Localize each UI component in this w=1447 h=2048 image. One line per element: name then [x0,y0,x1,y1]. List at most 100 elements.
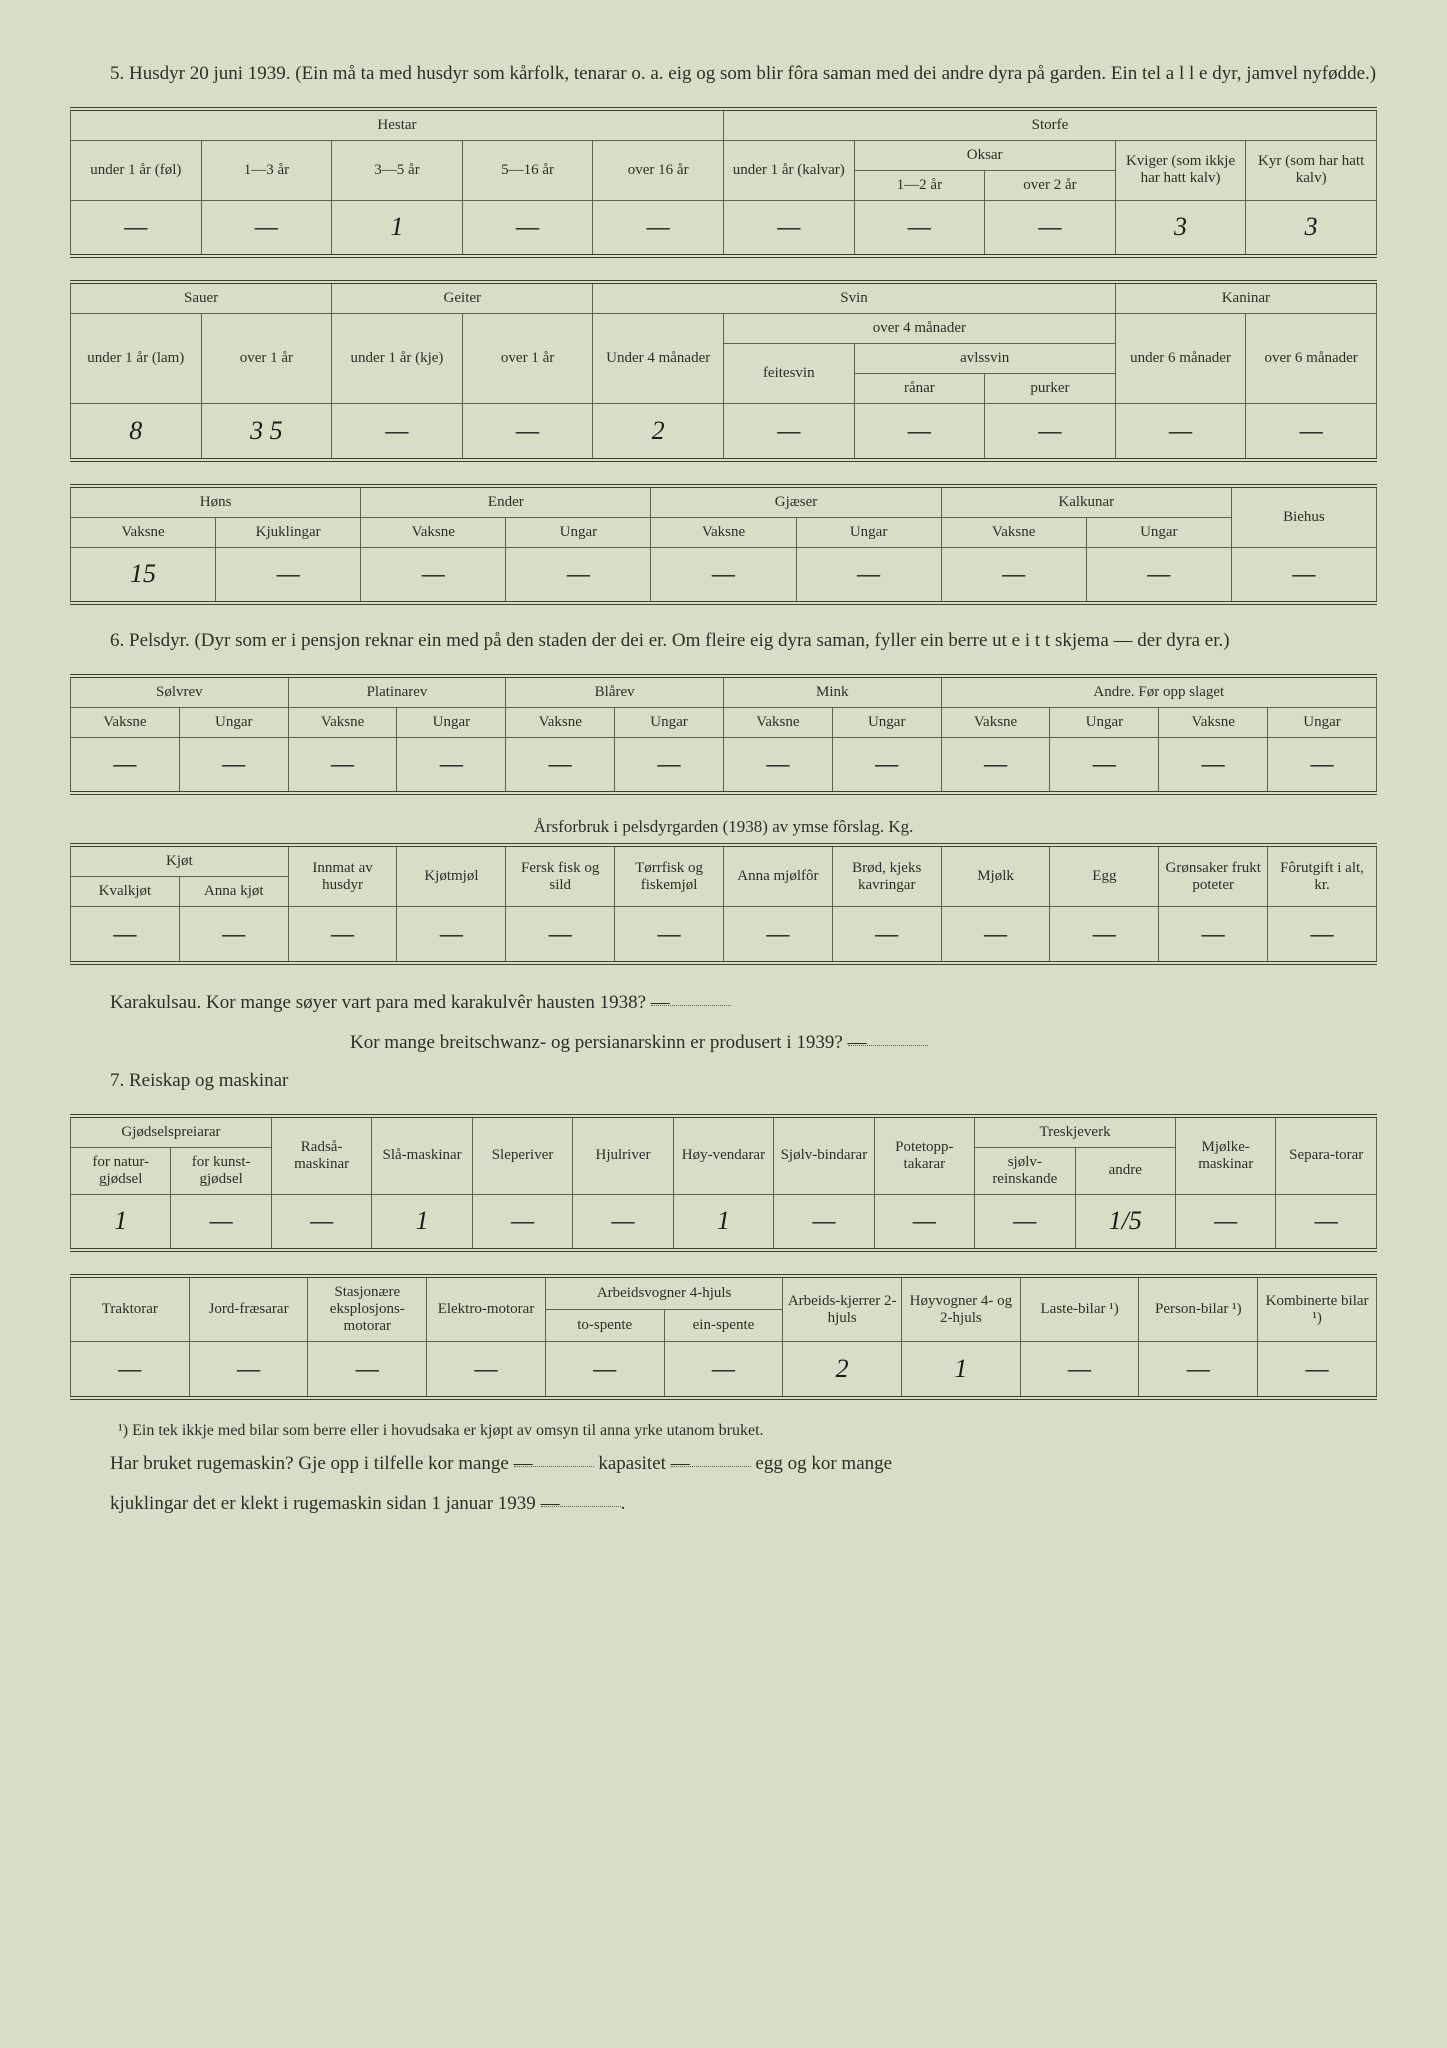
col-oksar-a: 1—2 år [854,170,985,200]
cell: — [1050,907,1159,963]
col-svin-over4: over 4 månader [723,314,1115,344]
karakul-q1: Karakulsau. Kor mange søyer vart para me… [110,992,646,1013]
col: Ungar [397,707,506,737]
cell: — [1139,1342,1258,1398]
col-hestar-4: 5—16 år [462,140,593,200]
col-svin-feite: feitesvin [723,344,854,404]
col: Mjølk [941,845,1050,907]
ruge-q1c: egg og kor mange [755,1453,892,1474]
col: Radså-maskinar [271,1116,371,1195]
cell: — [179,907,288,963]
col: andre [1075,1147,1175,1194]
cell: — [71,1342,190,1398]
col: Mjølke-maskinar [1175,1116,1275,1195]
col-svin-purker: purker [985,374,1116,404]
col-hestar-5: over 16 år [593,140,724,200]
cell: — [615,737,724,793]
cell: — [397,907,506,963]
group-kjot: Kjøt [71,845,289,877]
col: Vaksne [71,707,180,737]
col: Vaksne [651,517,796,547]
col: Fersk fisk og sild [506,845,615,907]
col: Traktorar [71,1276,190,1342]
cell: — [975,1194,1075,1250]
col: ein-spente [664,1310,783,1342]
group-storfe: Storfe [723,109,1376,141]
cell: 2 [783,1342,902,1398]
col: Høy-vendarar [673,1116,773,1195]
cell: 15 [71,547,216,603]
group-blarev: Blårev [506,676,724,708]
table-pelsdyr: Sølvrev Platinarev Blårev Mink Andre. Fø… [70,674,1377,796]
col-svin-1: Under 4 månader [593,314,724,404]
cell: — [216,547,361,603]
col-storfe-oksar: Oksar [854,140,1115,170]
cell: — [506,907,615,963]
cell: 1 [902,1342,1021,1398]
cell: — [832,907,941,963]
col: Anna mjølfôr [723,845,832,907]
pelsdyr-caption: Årsforbruk i pelsdyrgarden (1938) av yms… [70,817,1377,837]
cell: 3 [1115,200,1246,256]
table-reiskap-1: Gjødselspreiarar Radså-maskinar Slå-mask… [70,1114,1377,1253]
col: Vaksne [1159,707,1268,737]
group-treskjeverk: Treskjeverk [975,1116,1176,1148]
cell: — [941,737,1050,793]
col: Anna kjøt [179,877,288,907]
col: Vaksne [288,707,397,737]
ruge-q1b: kapasitet [598,1453,666,1474]
col: Brød, kjeks kavringar [832,845,941,907]
cell: — [171,1194,271,1250]
karakul-v1: — [651,987,731,1006]
cell: — [1268,907,1377,963]
ruge-q1a: Har bruket rugemaskin? Gje opp i tilfell… [110,1453,509,1474]
cell: — [723,404,854,460]
col: Arbeids-kjerrer 2-hjuls [783,1276,902,1342]
col: Vaksne [361,517,506,547]
cell: — [427,1342,546,1398]
cell: — [1276,1194,1377,1250]
cell: 1/5 [1075,1194,1175,1250]
col: Stasjonære eksplosjons-motorar [308,1276,427,1342]
col-oksar-b: over 2 år [985,170,1116,200]
cell: — [472,1194,572,1250]
rugemaskin-line-1: Har bruket rugemaskin? Gje opp i tilfell… [110,1448,1377,1480]
cell: — [545,1342,664,1398]
cell: — [201,200,332,256]
cell: — [397,737,506,793]
group-hestar: Hestar [71,109,724,141]
cell: — [1050,737,1159,793]
cell: — [462,200,593,256]
group-ender: Ender [361,486,651,518]
section-5-num: 5. [110,63,124,84]
col: Hjulriver [573,1116,673,1195]
col: Elektro-motorar [427,1276,546,1342]
col: Ungar [179,707,288,737]
col-sauer-2: over 1 år [201,314,332,404]
col: Separa-torar [1276,1116,1377,1195]
cell: — [288,737,397,793]
col: Ungar [1086,517,1231,547]
col: for natur-gjødsel [71,1147,171,1194]
col: Ungar [832,707,941,737]
group-gjaeser: Gjæser [651,486,941,518]
ruge-v2: — [671,1448,751,1467]
col: Ungar [615,707,724,737]
cell: — [941,547,1086,603]
cell: — [71,737,180,793]
col-svin-ranar: rånar [854,374,985,404]
census-form-page: 5. Husdyr 20 juni 1939. (Ein må ta med h… [0,0,1447,1628]
col: Fôrutgift i alt, kr. [1268,845,1377,907]
group-arbeidsvogner: Arbeidsvogner 4-hjuls [545,1276,782,1310]
col: Grønsaker frukt poteter [1159,845,1268,907]
karakul-q2: Kor mange breitschwanz- og persianarskin… [350,1032,843,1053]
group-gjodsel: Gjødselspreiarar [71,1116,272,1148]
cell: 3 5 [201,404,332,460]
group-sauer: Sauer [71,282,332,314]
col: Ungar [796,517,941,547]
karakul-v2: — [848,1027,928,1046]
section-6-num: 6. [110,630,124,651]
karakul-line-2: Kor mange breitschwanz- og persianarskin… [350,1027,1377,1059]
col: Høyvogner 4- og 2-hjuls [902,1276,1021,1342]
cell: — [615,907,724,963]
